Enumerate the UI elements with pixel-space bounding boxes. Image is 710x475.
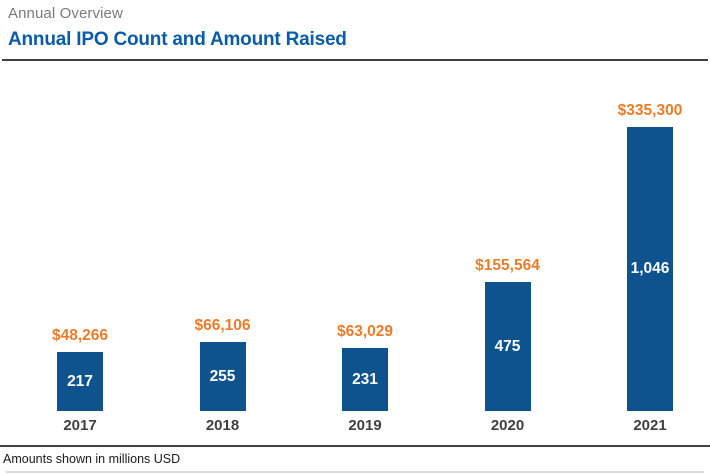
chart-bar-2021 (627, 127, 673, 411)
x-axis-tick-label-2021: 2021 (633, 417, 667, 434)
x-axis-tick-label-2020: 2020 (490, 417, 525, 434)
x-axis-baseline (6, 471, 704, 473)
bar-count-label-2021: 1,046 (630, 260, 670, 277)
footer-divider (0, 445, 710, 447)
page-title: Annual IPO Count and Amount Raised (8, 29, 347, 50)
bar-amount-label-2019: $63,029 (336, 323, 394, 340)
x-axis-tick-label-2019: 2019 (348, 417, 382, 434)
bar-count-label-2019: 231 (352, 370, 378, 388)
bar-amount-label-2020: $155,564 (475, 257, 540, 274)
eyebrow-label: Annual Overview (8, 5, 123, 22)
x-axis-tick-label-2017: 2017 (63, 417, 97, 434)
title-divider (2, 59, 708, 61)
chart-bar-2020 (484, 282, 531, 411)
bar-count-label-2020: 475 (494, 337, 521, 355)
chart-bar-2017 (57, 352, 103, 411)
chart-footnote: Amounts shown in millions USD (3, 452, 181, 466)
chart-bar-2018 (199, 342, 246, 411)
bar-amount-label-2018: $66,106 (194, 317, 251, 334)
bar-count-label-2017: 217 (67, 372, 93, 390)
bar-count-label-2018: 255 (209, 367, 236, 385)
bar-amount-label-2017: $48,266 (51, 327, 109, 344)
x-axis-tick-label-2018: 2018 (205, 417, 240, 434)
bar-amount-label-2021: $335,300 (617, 102, 683, 119)
chart-bar-2019 (342, 348, 388, 411)
bar-chart-plot-area: 217 $48,266 2017 255 $66,106 2018 231 $63,029 20… (0, 60, 710, 475)
